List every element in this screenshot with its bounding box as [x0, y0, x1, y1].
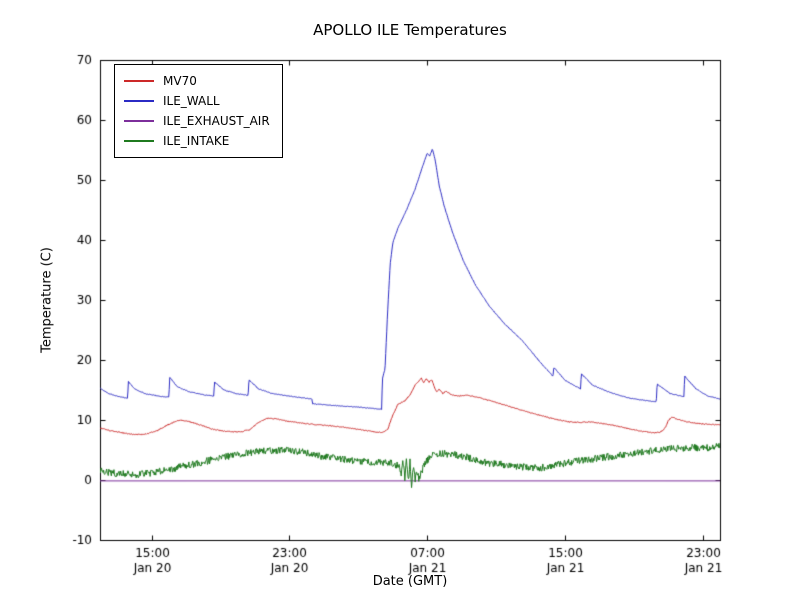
legend-entry: ILE_WALL	[124, 91, 270, 111]
legend-entry: ILE_INTAKE	[124, 131, 270, 151]
x-axis-label: Date (GMT)	[372, 574, 448, 589]
legend: MV70 ILE_WALL ILE_EXHAUST_AIR ILE_INTAKE	[114, 64, 283, 158]
legend-line-swatch	[124, 140, 154, 142]
legend-label: ILE_WALL	[163, 94, 220, 108]
chart-title: APOLLO ILE Temperatures	[313, 21, 507, 39]
legend-line-swatch	[124, 120, 154, 122]
y-axis-label: Temperature (C)	[39, 247, 55, 353]
legend-label: MV70	[163, 74, 197, 88]
legend-label: ILE_INTAKE	[163, 134, 230, 148]
legend-entry: ILE_EXHAUST_AIR	[124, 111, 270, 131]
legend-entry: MV70	[124, 71, 270, 91]
legend-label: ILE_EXHAUST_AIR	[163, 114, 270, 128]
legend-line-swatch	[124, 80, 154, 82]
legend-line-swatch	[124, 100, 154, 102]
